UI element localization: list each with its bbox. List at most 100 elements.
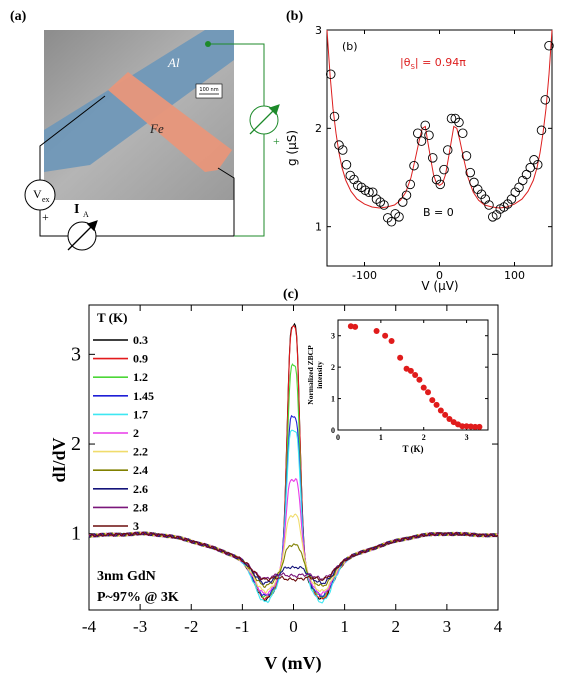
inset-point xyxy=(388,338,395,345)
data-point xyxy=(454,117,464,128)
data-point xyxy=(458,128,468,138)
data-point xyxy=(439,164,449,175)
inset-axes: 0 1 2 3 0 1 2 3 xyxy=(331,320,488,442)
vex-subscript: ex xyxy=(42,195,50,204)
x-tick-label: 0 xyxy=(436,269,443,282)
scale-bar-box xyxy=(195,83,223,99)
data-point xyxy=(413,128,423,138)
chart-b-xlabel: V (μV) xyxy=(421,279,458,293)
data-point xyxy=(409,160,419,171)
legend-title: T (K) xyxy=(97,310,127,325)
inset-point xyxy=(373,328,380,334)
theta-rest: | = 0.94π xyxy=(415,56,466,69)
legend-entry: 2.4 xyxy=(133,463,148,477)
legend-entry: 2.8 xyxy=(133,500,148,514)
chart-c-lines-layer xyxy=(88,322,499,604)
vex-source-icon xyxy=(24,179,56,211)
inset-point xyxy=(425,389,431,396)
data-point xyxy=(544,40,554,51)
inset-point xyxy=(467,423,474,430)
inset-ylabel-line1: Normalized ZBCP xyxy=(306,345,315,405)
data-point xyxy=(536,125,547,136)
data-point xyxy=(431,174,442,185)
data-point xyxy=(416,136,427,146)
y-tick-label: 1 xyxy=(331,394,335,403)
voltmeter-plus-label: + xyxy=(273,134,280,148)
fit-curve xyxy=(326,29,553,209)
inset-point xyxy=(459,423,466,430)
ia-subscript: A xyxy=(83,210,89,219)
data-point xyxy=(476,189,487,199)
data-point xyxy=(435,179,446,190)
al-label: Al xyxy=(167,55,180,70)
data-point xyxy=(465,167,476,178)
green-circuit-wire xyxy=(208,43,265,237)
data-point xyxy=(533,159,543,170)
fe-label: Fe xyxy=(149,121,164,136)
chart-b-inner-label: (b) xyxy=(342,40,358,53)
data-point xyxy=(338,145,348,155)
x-tick-label: 3 xyxy=(465,433,469,442)
series-line-3 xyxy=(88,531,499,582)
x-tick-label: 0 xyxy=(289,617,298,636)
inset-point xyxy=(446,416,453,422)
data-point xyxy=(379,200,389,210)
theta-main: |θ xyxy=(400,56,411,69)
inset-point xyxy=(437,407,444,414)
chart-c-xlabel: V (mV) xyxy=(264,653,321,674)
x-tick-label: 1 xyxy=(379,433,383,442)
legend-entry: 2.6 xyxy=(133,482,148,496)
data-point xyxy=(329,111,340,122)
panel-c-label: (c) xyxy=(283,287,299,302)
x-tick-label: -1 xyxy=(235,617,249,636)
y-tick-label: 0 xyxy=(331,426,335,435)
x-tick-label: 0 xyxy=(336,433,340,442)
legend-entry: 1.45 xyxy=(133,389,154,403)
ia-label: I xyxy=(74,202,79,217)
black-circuit-wire xyxy=(39,95,235,237)
data-point xyxy=(529,155,539,165)
data-point xyxy=(394,212,404,222)
inset-point xyxy=(352,323,359,330)
inset-point xyxy=(382,332,389,339)
inset-point xyxy=(442,411,449,418)
data-point xyxy=(446,113,457,124)
x-tick-label: 1 xyxy=(340,617,349,636)
inset-ylabel-line2: intensity xyxy=(315,361,324,389)
x-tick-label: 2 xyxy=(392,617,401,636)
inset-point xyxy=(420,384,427,391)
scale-bar-label: 100 nm xyxy=(199,87,218,93)
y-tick-label: 3 xyxy=(315,24,322,37)
chart-b-theta-annotation: |θS| = 0.94π xyxy=(400,56,466,71)
x-tick-label: -3 xyxy=(133,617,147,636)
x-tick-label: 2 xyxy=(422,433,426,442)
legend-entry: 1.7 xyxy=(133,407,148,421)
data-point xyxy=(341,159,352,170)
data-point xyxy=(390,209,401,219)
inset-point xyxy=(433,401,440,408)
chart-b-points-layer xyxy=(326,40,554,227)
y-tick-label: 2 xyxy=(331,363,335,372)
data-point xyxy=(428,153,438,163)
data-point xyxy=(386,216,397,227)
data-point xyxy=(443,145,453,155)
panel-b: (b) -100 0 100 1 2 3 (b) |θS| = 0.94π B = 0 V… xyxy=(285,9,554,293)
vex-plus-label: + xyxy=(42,210,49,224)
data-point xyxy=(401,190,412,200)
inset-point xyxy=(416,376,423,383)
inset-point xyxy=(429,397,436,404)
fe-electrode xyxy=(108,72,232,172)
inset-point xyxy=(472,423,479,430)
chart-c-legend: T (K) 0.3 0.9 1.2 1.45 1.7 2 2.2 2.4 2.6 2.8 3 xyxy=(93,310,154,533)
chart-c-annotation-polarization: P~97% @ 3K xyxy=(97,590,179,605)
y-tick-label: 2 xyxy=(315,122,322,135)
y-tick-label: 1 xyxy=(315,221,322,234)
data-point xyxy=(334,140,344,150)
y-tick-label: 2 xyxy=(71,433,81,455)
x-tick-label: 100 xyxy=(504,269,525,282)
chart-c-axes: -4 -3 -2 -1 0 1 2 3 4 1 2 3 xyxy=(71,305,503,636)
data-point xyxy=(461,151,472,161)
panel-b-label: (b) xyxy=(286,9,303,24)
panel-c: (c) -4 -3 -2 -1 0 1 2 3 4 1 2 3 T (K) 0.3 0.9 1.2 1.45 1… xyxy=(49,287,503,674)
